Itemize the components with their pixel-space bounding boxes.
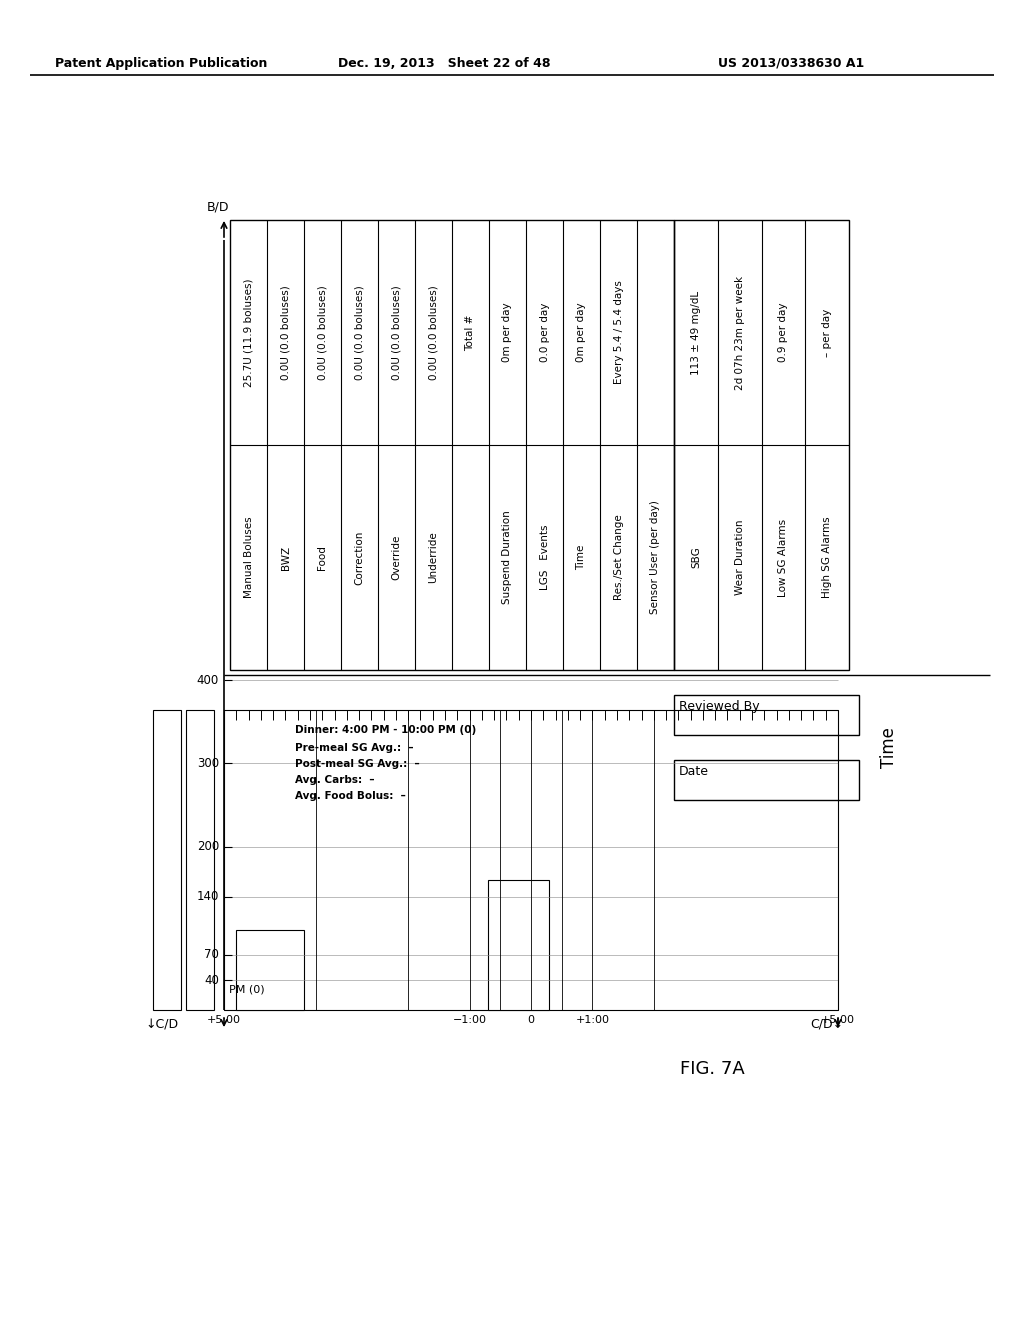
Text: BWZ: BWZ <box>281 545 291 569</box>
Text: Sensor User (per day): Sensor User (per day) <box>650 500 660 614</box>
Text: US 2013/0338630 A1: US 2013/0338630 A1 <box>718 57 864 70</box>
Text: 0.0U (0.0 boluses): 0.0U (0.0 boluses) <box>317 285 328 380</box>
Text: 25.7U (11.9 boluses): 25.7U (11.9 boluses) <box>244 279 254 387</box>
Text: 140: 140 <box>197 890 219 903</box>
Text: +5:00: +5:00 <box>207 1015 241 1026</box>
Text: Manual Boluses: Manual Boluses <box>244 516 254 598</box>
Text: LGS   Events: LGS Events <box>540 525 550 590</box>
Text: 0.0U (0.0 boluses): 0.0U (0.0 boluses) <box>428 285 438 380</box>
Bar <box>674 220 849 671</box>
Text: PM (0): PM (0) <box>229 985 264 995</box>
Text: Dec. 19, 2013   Sheet 22 of 48: Dec. 19, 2013 Sheet 22 of 48 <box>338 57 551 70</box>
Text: +1:00: +1:00 <box>575 1015 609 1026</box>
Bar <box>674 696 859 735</box>
Text: Time: Time <box>577 545 587 570</box>
Text: 0.0U (0.0 boluses): 0.0U (0.0 boluses) <box>354 285 365 380</box>
Text: Pre-meal SG Avg.:  –: Pre-meal SG Avg.: – <box>295 743 414 752</box>
Text: +5:00: +5:00 <box>821 1015 855 1026</box>
Text: 400: 400 <box>197 673 219 686</box>
Text: 0.0 per day: 0.0 per day <box>540 302 550 362</box>
Bar <box>224 710 838 1010</box>
Text: SBG: SBG <box>691 546 700 569</box>
Bar <box>153 710 181 1010</box>
Text: 0.9 per day: 0.9 per day <box>778 302 788 362</box>
Text: ↓C/D: ↓C/D <box>145 1018 178 1031</box>
Bar <box>488 880 550 1010</box>
Text: Date: Date <box>679 766 709 777</box>
Text: 113 ± 49 mg/dL: 113 ± 49 mg/dL <box>691 290 700 375</box>
Text: 40: 40 <box>204 974 219 986</box>
Text: Suspend Duration: Suspend Duration <box>503 511 512 605</box>
Text: 200: 200 <box>197 840 219 853</box>
Text: B/D: B/D <box>207 201 229 213</box>
Text: Total #: Total # <box>466 314 475 351</box>
Text: Food: Food <box>317 545 328 570</box>
Text: Res./Set Change: Res./Set Change <box>613 515 624 601</box>
Bar <box>230 220 674 671</box>
Text: Patent Application Publication: Patent Application Publication <box>55 57 267 70</box>
Text: 0: 0 <box>527 1015 535 1026</box>
Text: Time: Time <box>880 727 898 768</box>
Text: 70: 70 <box>204 949 219 961</box>
Text: Reviewed By: Reviewed By <box>679 700 760 713</box>
Text: Override: Override <box>391 535 401 581</box>
Text: 2d 07h 23m per week: 2d 07h 23m per week <box>734 276 744 389</box>
Text: 0.0U (0.0 boluses): 0.0U (0.0 boluses) <box>391 285 401 380</box>
Text: FIG. 7A: FIG. 7A <box>680 1060 744 1078</box>
Text: 0.0U (0.0 boluses): 0.0U (0.0 boluses) <box>281 285 291 380</box>
Text: 300: 300 <box>197 756 219 770</box>
Text: Post-meal SG Avg.:  –: Post-meal SG Avg.: – <box>295 759 420 770</box>
Text: 0m per day: 0m per day <box>503 302 512 362</box>
Text: Underride: Underride <box>428 532 438 583</box>
Text: – per day: – per day <box>822 309 833 356</box>
Text: Correction: Correction <box>354 531 365 585</box>
Bar <box>674 760 859 800</box>
Text: Avg. Food Bolus:  –: Avg. Food Bolus: – <box>295 791 407 801</box>
Text: Avg. Carbs:  –: Avg. Carbs: – <box>295 775 375 785</box>
Text: C/D↓: C/D↓ <box>810 1018 843 1031</box>
Bar <box>237 931 304 1010</box>
Text: Wear Duration: Wear Duration <box>734 520 744 595</box>
Text: 0m per day: 0m per day <box>577 302 587 362</box>
Text: Dinner: 4:00 PM - 10:00 PM (0): Dinner: 4:00 PM - 10:00 PM (0) <box>295 725 476 735</box>
Text: Low SG Alarms: Low SG Alarms <box>778 519 788 597</box>
Text: Every 5.4 / 5.4 days: Every 5.4 / 5.4 days <box>613 281 624 384</box>
Bar <box>186 710 214 1010</box>
Text: −1:00: −1:00 <box>453 1015 486 1026</box>
Text: High SG Alarms: High SG Alarms <box>822 516 833 598</box>
